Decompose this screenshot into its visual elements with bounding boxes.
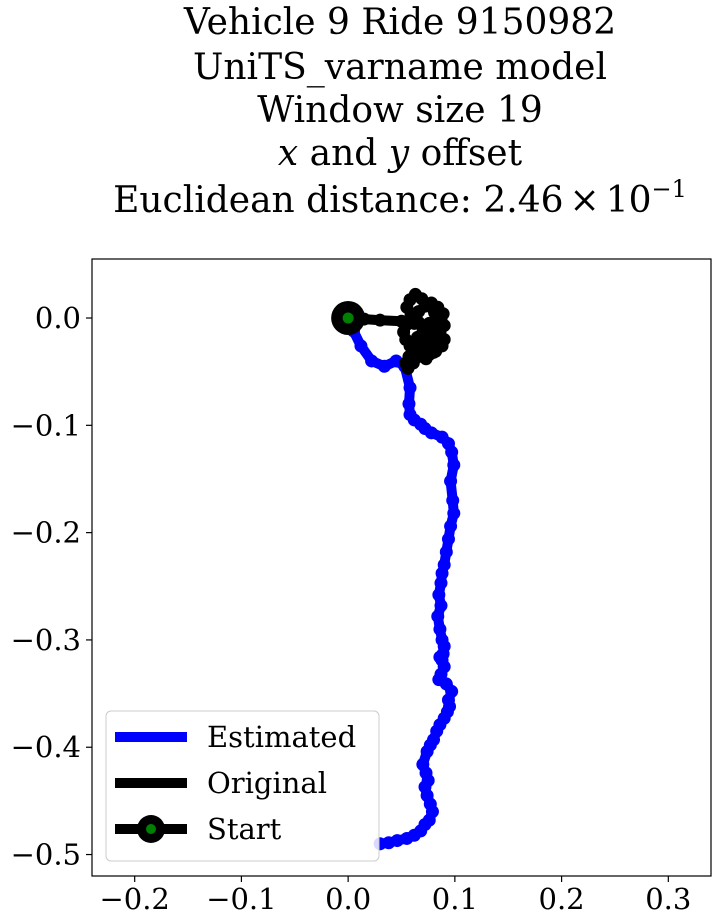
title-distance-exponent: −1 [652,175,687,203]
legend-start-marker-center [146,824,156,834]
data-point-estimated [402,397,416,411]
chart-title: Vehicle 9 Ride 9150982 UniTS_varname mod… [113,2,687,221]
data-point-estimated [377,359,391,373]
title-times: × [570,180,600,221]
y-tick-label: −0.2 [11,516,81,550]
title-line-2: UniTS_varname model [193,47,607,88]
legend-box [105,710,380,862]
x-tick-label: 0.3 [645,882,691,916]
title-line-1: Vehicle 9 Ride 9150982 [183,2,616,43]
data-point-estimated [444,474,458,488]
legend-label-estimated: Estimated [207,720,356,754]
data-point-estimated [431,609,445,623]
title-line-4: x and y offset [278,133,523,174]
data-point-estimated [365,354,379,368]
legend-label-start: Start [207,812,282,846]
y-tick-label: −0.5 [11,838,81,872]
x-tick-label: −0.2 [99,882,169,916]
legend-label-original: Original [207,766,327,800]
data-point-estimated [432,588,446,602]
title-var-x: x [278,133,298,174]
data-point-original [422,316,436,330]
x-tick-label: 0.2 [539,882,585,916]
data-point-estimated [403,381,417,395]
plot-inner [331,287,461,851]
x-tick-label: 0.0 [325,882,371,916]
data-point-estimated [439,545,453,559]
x-tick-label: −0.1 [206,882,276,916]
data-point-estimated [446,493,460,507]
title-distance-prefix: Euclidean distance: [113,180,483,221]
data-point-estimated [433,622,447,636]
data-point-estimated [434,599,448,613]
y-tick-label: 0.0 [35,301,81,335]
y-tick-label: −0.3 [11,623,81,657]
title-var-y: y [387,133,410,174]
y-tick-label: −0.4 [11,730,81,764]
data-point-estimated [434,576,448,590]
data-point-estimated [447,506,461,520]
data-point-estimated [447,458,461,472]
title-line-5: Euclidean distance: 2.46 × 10−1 [113,175,687,221]
data-point-estimated [435,566,449,580]
title-distance-mantissa: 2.46 [483,180,563,221]
x-tick-label: 0.1 [432,882,478,916]
data-point-estimated [354,339,368,353]
title-line-3: Window size 19 [257,90,543,131]
legend: Estimated Original Start [105,710,380,862]
data-point-original [373,313,387,327]
data-point-estimated [441,532,455,546]
title-offset-word: offset [409,133,522,174]
data-point-estimated [420,745,434,759]
data-point-estimated [445,445,459,459]
title-conj: and [298,133,389,174]
axes-frame [91,258,712,877]
title-distance-base: 10 [606,180,652,221]
y-tick-label: −0.1 [11,408,81,442]
data-point-estimated [444,519,458,533]
plot-area: −0.2 −0.1 0.0 0.1 0.2 0.3 0.0 −0.1 −0.2 −0.3 −0.4 −… [11,258,712,916]
start-marker-center [342,312,354,324]
data-point-estimated [424,426,438,440]
